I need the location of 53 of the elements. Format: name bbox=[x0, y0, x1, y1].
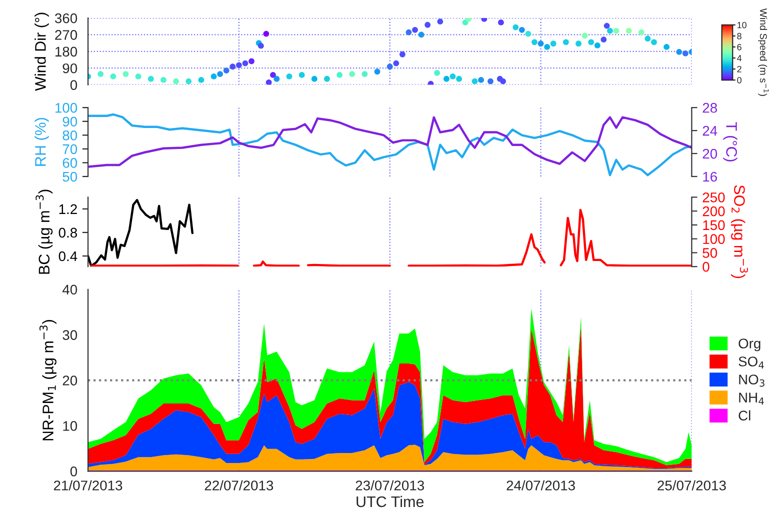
y-tick-label: 80 bbox=[62, 130, 78, 140]
x-axis-title: UTC Time bbox=[356, 496, 424, 508]
y2-tick-label: 50 bbox=[702, 248, 718, 258]
legend-label: Cl bbox=[738, 410, 750, 420]
color-bar-label: 0 bbox=[737, 76, 742, 84]
y-tick-label: 360 bbox=[54, 13, 78, 24]
y-tick-label: 50 bbox=[62, 172, 78, 182]
y-tick-label: 180 bbox=[55, 46, 78, 57]
y-axis-title: BC (µg m$^{−3}$) bbox=[36, 190, 53, 274]
color-bar-label: 6 bbox=[737, 44, 742, 50]
y-tick-label: 40 bbox=[62, 284, 78, 295]
color-bar-label: 4 bbox=[737, 55, 742, 62]
y-tick-label: 270 bbox=[55, 30, 78, 40]
y2-tick-label: 250 bbox=[702, 192, 725, 202]
y2-tick-label: 150 bbox=[703, 220, 725, 230]
legend-label: NO$_{3}$ bbox=[739, 374, 764, 387]
y2-axis-title: SO$_{2}$ (µg m$^{−3}$) bbox=[731, 185, 748, 278]
y-tick-label: 20 bbox=[62, 376, 78, 386]
color-bar-label: 2 bbox=[737, 66, 742, 72]
legend-label: SO$_{4}$ bbox=[738, 356, 764, 369]
color-bar-label: 10 bbox=[737, 22, 746, 28]
y-tick-label: 0 bbox=[70, 466, 78, 476]
x-tick-label: 24/07/2013 bbox=[506, 480, 575, 490]
y-axis-title: Wind Dir (°) bbox=[34, 12, 49, 91]
y2-axis-title: T (°C) bbox=[723, 122, 738, 162]
color-bar-title: Wind Speed (m s$^{−1}$) bbox=[758, 8, 769, 96]
y-tick-label: 70 bbox=[62, 144, 78, 154]
x-tick-label: 21/07/2013 bbox=[54, 480, 122, 490]
x-tick-label: 23/07/2013 bbox=[356, 480, 424, 490]
y2-tick-label: 16 bbox=[703, 172, 717, 182]
x-tick-label: 25/07/2013 bbox=[658, 480, 726, 490]
color-bar-label: 8 bbox=[737, 32, 742, 40]
y-tick-label: 10 bbox=[63, 421, 78, 431]
legend-label: NH$_{4}$ bbox=[739, 392, 764, 405]
y-tick-label: 90 bbox=[62, 63, 78, 74]
y2-tick-label: 100 bbox=[703, 234, 725, 244]
y-axis-title: RH (%) bbox=[34, 118, 49, 166]
y-tick-label: 100 bbox=[55, 102, 78, 113]
y-tick-label: 30 bbox=[62, 330, 78, 340]
y2-tick-label: 200 bbox=[702, 206, 725, 216]
x-tick-label: 22/07/2013 bbox=[204, 480, 274, 490]
y-axis-title: NR-PM$_{1}$ (µg m$^{−3}$) bbox=[39, 320, 56, 440]
y-tick-label: 1.2 bbox=[59, 204, 77, 214]
y2-tick-label: 20 bbox=[702, 148, 718, 159]
y-tick-label: 90 bbox=[62, 116, 78, 127]
y2-tick-label: 24 bbox=[702, 126, 718, 136]
y2-tick-label: 0 bbox=[702, 262, 710, 272]
legend-label: Org bbox=[738, 338, 760, 352]
y2-tick-label: 28 bbox=[702, 102, 717, 113]
y-tick-label: 0.8 bbox=[58, 228, 77, 238]
y-tick-label: 0.4 bbox=[58, 251, 78, 262]
y-tick-label: 0 bbox=[70, 80, 78, 90]
y-tick-label: 60 bbox=[62, 158, 78, 168]
